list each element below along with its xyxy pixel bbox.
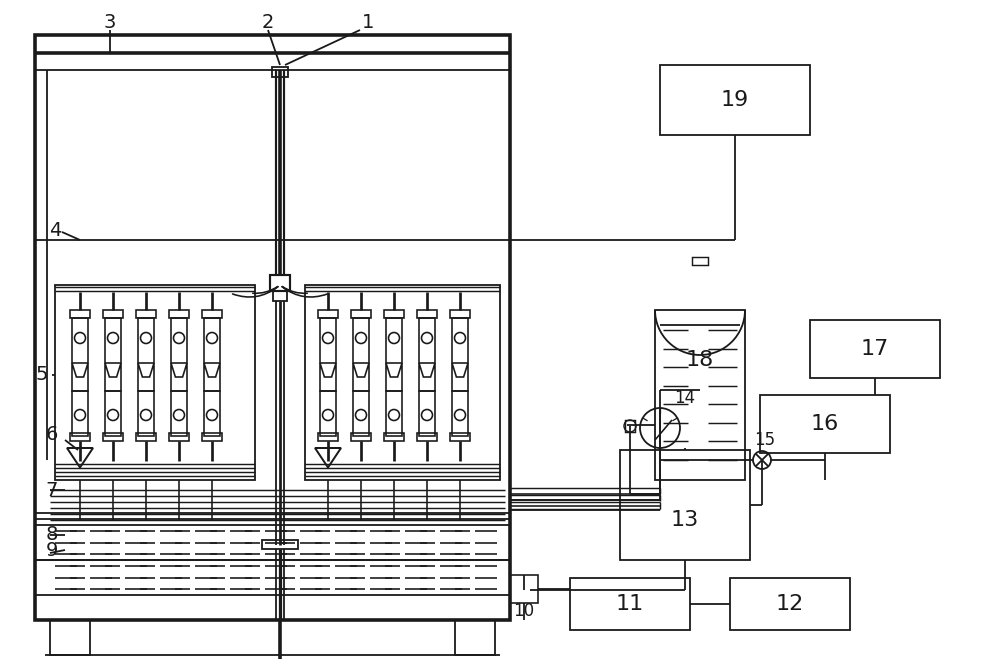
Bar [760,395,890,453]
Bar [510,575,538,603]
Bar [35,35,510,620]
Text: 14: 14 [674,389,696,407]
Bar [625,420,635,432]
Bar [730,578,850,630]
Bar [419,391,435,436]
Bar [305,285,500,480]
Bar [655,310,745,480]
Text: 10: 10 [513,602,535,620]
Bar [70,310,90,318]
Text: 13: 13 [671,510,699,530]
Text: 1: 1 [362,13,374,32]
Text: 17: 17 [861,339,889,359]
Text: 12: 12 [776,594,804,614]
Text: 9: 9 [46,540,58,559]
Bar [72,391,88,436]
Bar [105,318,121,363]
Bar [105,391,121,436]
Bar [169,310,189,318]
Bar [452,318,468,363]
Bar [810,320,940,378]
Bar [386,318,402,363]
Text: 6: 6 [46,426,58,445]
Bar [419,318,435,363]
Bar [351,310,371,318]
Bar [318,433,338,441]
Bar [450,433,470,441]
Text: 15: 15 [754,431,776,449]
Bar [138,318,154,363]
Text: 5: 5 [36,366,48,384]
Text: 8: 8 [46,525,58,544]
Bar [570,578,690,630]
Bar [171,318,187,363]
Bar [262,540,298,549]
Bar [351,433,371,441]
Bar [136,310,156,318]
Bar [204,391,220,436]
Bar [452,391,468,436]
Bar [35,560,510,595]
Bar [72,318,88,363]
Bar [450,310,470,318]
Bar [692,257,708,265]
Bar [136,433,156,441]
Text: 11: 11 [616,594,644,614]
Bar [272,67,288,77]
Bar [660,65,810,135]
Bar [620,450,750,560]
Text: 7: 7 [46,480,58,500]
Bar [417,433,437,441]
Bar [50,620,90,655]
Bar [103,433,123,441]
Bar [138,391,154,436]
Bar [320,391,336,436]
Text: 18: 18 [686,350,714,370]
Bar [353,391,369,436]
Bar [320,318,336,363]
Bar [384,310,404,318]
Text: 4: 4 [49,221,61,239]
Text: 19: 19 [721,90,749,110]
Bar [55,285,255,480]
Bar [455,620,495,655]
Bar [270,275,290,291]
Bar [273,291,287,301]
Text: 3: 3 [104,13,116,32]
Bar [318,310,338,318]
Bar [353,318,369,363]
Bar [386,391,402,436]
Bar [70,433,90,441]
Text: 16: 16 [811,414,839,434]
Bar [384,433,404,441]
Bar [169,433,189,441]
Bar [103,310,123,318]
Bar [417,310,437,318]
Bar [171,391,187,436]
Bar [204,318,220,363]
Bar [202,433,222,441]
Bar [35,525,510,560]
Bar [202,310,222,318]
Text: 2: 2 [262,13,274,32]
